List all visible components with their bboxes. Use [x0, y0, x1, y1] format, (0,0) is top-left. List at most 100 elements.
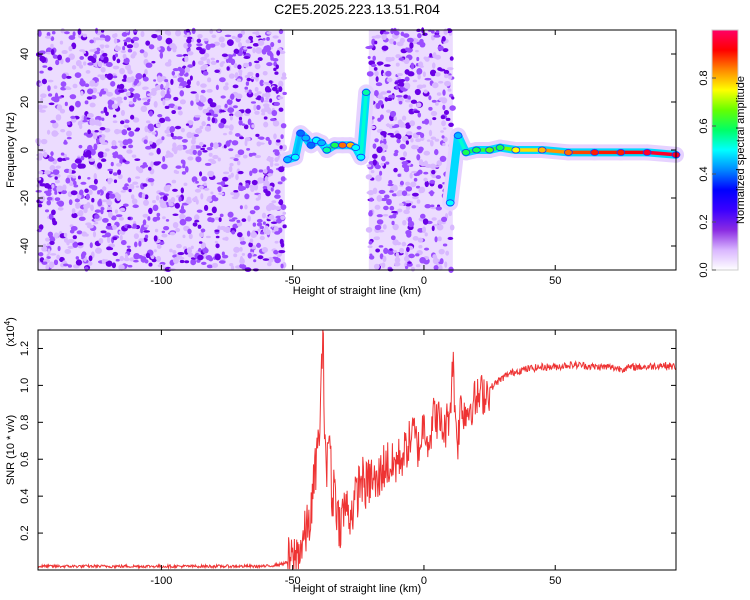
noise-speck — [385, 123, 391, 127]
snr-panel: -100 -50 0 50 0.2 0.4 0.6 0.8 1.0 1.2 Height of … — [3, 317, 677, 595]
noise-speck — [261, 212, 267, 219]
noise-speck — [374, 224, 382, 231]
signal-core — [448, 133, 460, 205]
noise-speck — [131, 226, 138, 229]
noise-speck — [93, 48, 98, 52]
noise-speck — [128, 188, 132, 193]
noise-speck — [373, 66, 378, 71]
noise-speck — [98, 130, 103, 134]
noise-speck — [87, 55, 95, 62]
noise-speck — [192, 60, 196, 67]
noise-speck — [233, 48, 240, 55]
noise-speck — [185, 216, 192, 222]
noise-speck — [272, 120, 280, 127]
noise-speck — [434, 54, 442, 60]
noise-speck — [375, 76, 379, 82]
noise-speck — [130, 194, 135, 200]
noise-speck — [403, 33, 410, 38]
noise-speck — [121, 129, 128, 136]
noise-speck — [219, 77, 226, 83]
noise-speck — [80, 252, 86, 259]
noise-speck — [186, 247, 192, 254]
noise-speck — [234, 110, 242, 118]
noise-speck — [219, 213, 224, 218]
noise-speck — [102, 217, 109, 223]
noise-speck — [279, 145, 283, 150]
noise-speck — [436, 223, 444, 231]
noise-speck — [376, 61, 384, 66]
noise-speck — [141, 97, 149, 101]
noise-speck — [423, 177, 428, 182]
noise-speck — [387, 248, 395, 255]
noise-speck — [71, 42, 77, 50]
noise-speck — [282, 224, 287, 229]
noise-speck — [379, 263, 384, 266]
noise-speck — [423, 160, 428, 167]
noise-speck — [131, 154, 137, 158]
noise-speck — [266, 165, 270, 172]
noise-speck — [164, 78, 169, 83]
noise-speck — [134, 241, 138, 248]
noise-speck — [46, 200, 52, 206]
noise-speck — [141, 192, 146, 199]
noise-speck — [257, 136, 265, 140]
noise-speck — [197, 60, 204, 66]
noise-speck — [67, 245, 75, 250]
noise-speck — [112, 114, 117, 118]
noise-speck — [405, 140, 409, 145]
noise-speck — [51, 184, 55, 189]
noise-speck — [71, 65, 77, 70]
noise-speck — [74, 72, 82, 79]
noise-speck — [228, 148, 234, 152]
noise-speck — [254, 154, 262, 159]
noise-speck — [179, 218, 187, 226]
noise-speck — [127, 264, 133, 268]
noise-speck — [185, 149, 192, 154]
noise-speck — [100, 50, 105, 54]
noise-speck — [443, 69, 450, 75]
noise-speck — [63, 232, 68, 238]
noise-speck — [197, 254, 204, 261]
noise-speck — [112, 224, 117, 230]
noise-speck — [51, 31, 56, 35]
noise-speck — [190, 91, 197, 94]
noise-speck — [382, 214, 389, 217]
noise-speck — [445, 250, 450, 256]
noise-speck — [154, 228, 159, 233]
noise-speck — [66, 121, 71, 126]
noise-speck — [161, 136, 165, 141]
noise-speck — [432, 117, 437, 121]
signal-point — [511, 146, 521, 154]
noise-speck — [89, 119, 96, 126]
noise-speck — [239, 240, 246, 245]
noise-speck — [156, 147, 161, 155]
noise-speck — [87, 176, 91, 180]
spectrogram-signal-track — [279, 84, 684, 211]
noise-speck — [176, 106, 182, 110]
noise-speck — [443, 73, 449, 79]
noise-speck — [401, 241, 407, 247]
noise-speck — [172, 75, 178, 79]
noise-speck — [396, 72, 403, 77]
noise-speck — [203, 38, 209, 42]
noise-speck — [251, 124, 256, 128]
noise-speck — [423, 89, 428, 94]
noise-speck — [381, 45, 389, 51]
noise-speck — [120, 109, 125, 117]
noise-speck — [179, 90, 185, 97]
noise-speck — [187, 43, 192, 48]
noise-speck — [106, 236, 111, 244]
noise-speck — [399, 37, 405, 44]
noise-speck — [218, 260, 226, 264]
noise-speck — [88, 255, 93, 262]
noise-speck — [142, 86, 147, 90]
noise-speck — [132, 97, 137, 103]
noise-speck — [164, 105, 170, 109]
noise-speck — [199, 125, 204, 130]
noise-speck — [403, 57, 410, 65]
noise-speck — [200, 147, 206, 151]
noise-speck — [403, 82, 411, 89]
noise-speck — [262, 71, 268, 76]
noise-speck — [147, 216, 151, 221]
noise-speck — [200, 193, 204, 200]
